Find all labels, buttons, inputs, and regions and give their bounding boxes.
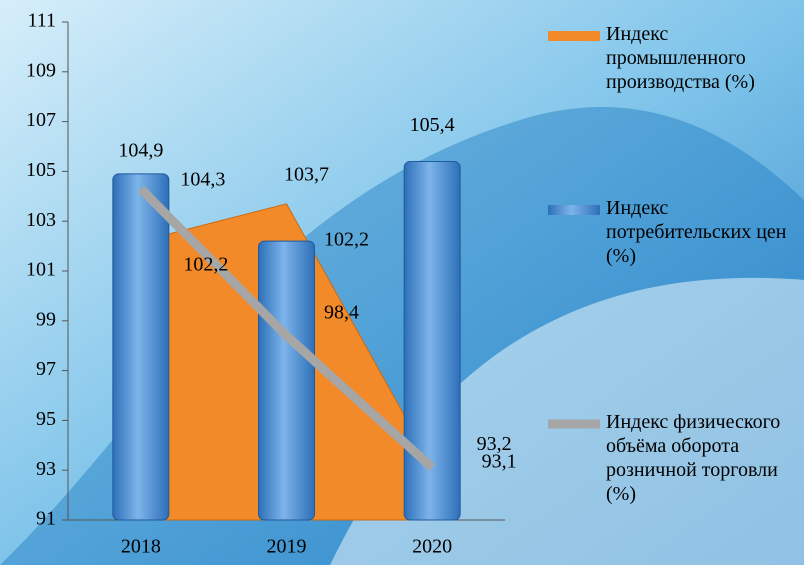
legend-label: Индекс промышленного производства (%) <box>606 23 755 93</box>
y-tick-label: 107 <box>26 109 56 131</box>
data-label: 102,2 <box>324 229 369 251</box>
y-tick-label: 101 <box>26 259 56 281</box>
legend-label: Индекс потребительских цен (%) <box>606 197 787 267</box>
y-tick-label: 95 <box>36 408 56 430</box>
y-tick-label: 103 <box>26 209 56 231</box>
data-label: 102,2 <box>183 254 228 276</box>
y-tick-label: 105 <box>26 159 56 181</box>
y-tick-label: 97 <box>36 358 56 380</box>
data-label: 103,7 <box>284 163 329 185</box>
y-tick-label: 93 <box>36 458 56 480</box>
bar <box>112 173 170 521</box>
legend-label: Индекс физического объёма оборота рознич… <box>606 411 781 505</box>
y-tick-label: 91 <box>36 508 56 530</box>
bar <box>403 160 461 521</box>
data-label: 93,1 <box>482 450 517 472</box>
data-label: 104,3 <box>180 168 225 190</box>
legend-swatch <box>548 31 600 41</box>
y-tick-label: 109 <box>26 59 56 81</box>
y-tick-label: 111 <box>27 10 56 32</box>
bar <box>258 240 315 521</box>
x-tick-label: 2019 <box>267 536 307 558</box>
data-label: 93,2 <box>477 433 512 455</box>
x-tick-label: 2020 <box>412 536 452 558</box>
legend-swatch <box>548 205 600 215</box>
x-tick-label: 2018 <box>121 536 161 558</box>
data-label: 104,9 <box>118 139 163 161</box>
data-label: 105,4 <box>410 114 455 136</box>
y-tick-label: 99 <box>36 308 56 330</box>
data-label: 98,4 <box>324 301 359 323</box>
line <box>137 185 436 472</box>
